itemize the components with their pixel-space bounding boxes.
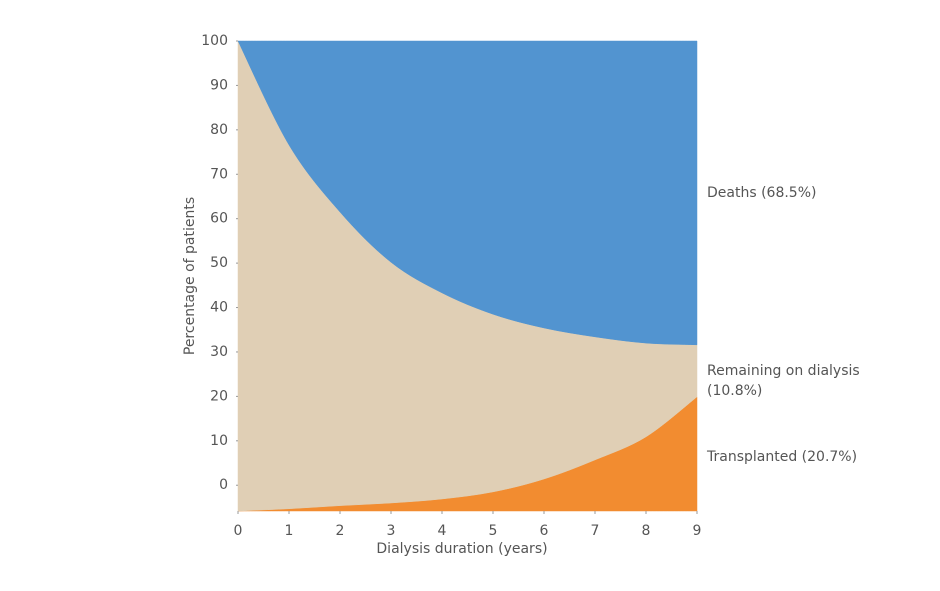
x-tick-label: 6 — [540, 523, 549, 539]
annotation: Deaths (68.5%) — [707, 185, 816, 201]
x-tick-label: 1 — [285, 523, 294, 539]
annotation: Transplanted (20.7%) — [706, 449, 857, 465]
x-tick-label: 2 — [336, 523, 345, 539]
y-axis-label: Percentage of patients — [182, 197, 198, 355]
x-tick-label: 5 — [489, 523, 498, 539]
x-tick-label: 0 — [234, 523, 243, 539]
y-tick-label: 20 — [210, 388, 228, 404]
x-tick-label: 8 — [642, 523, 651, 539]
y-tick-label: 60 — [210, 211, 228, 227]
y-tick-label: 70 — [210, 166, 228, 182]
y-tick-label: 100 — [201, 33, 228, 49]
area — [237, 40, 698, 346]
annotation: Remaining on dialysis — [707, 363, 860, 379]
y-tick-label: 0 — [219, 477, 228, 493]
y-tick-label: 50 — [210, 255, 228, 271]
y-tick-label: 90 — [210, 77, 228, 93]
y-tick-label: 30 — [210, 344, 228, 360]
y-tick-label: 80 — [210, 122, 228, 138]
x-tick-label: 3 — [387, 523, 396, 539]
x-tick-label: 9 — [693, 523, 702, 539]
y-tick-label: 40 — [210, 300, 228, 316]
y-tick-label: 10 — [210, 433, 228, 449]
x-tick-label: 7 — [591, 523, 600, 539]
annotation: (10.8%) — [707, 383, 762, 399]
x-tick-label: 4 — [438, 523, 447, 539]
x-axis-label: Dialysis duration (years) — [376, 541, 547, 557]
